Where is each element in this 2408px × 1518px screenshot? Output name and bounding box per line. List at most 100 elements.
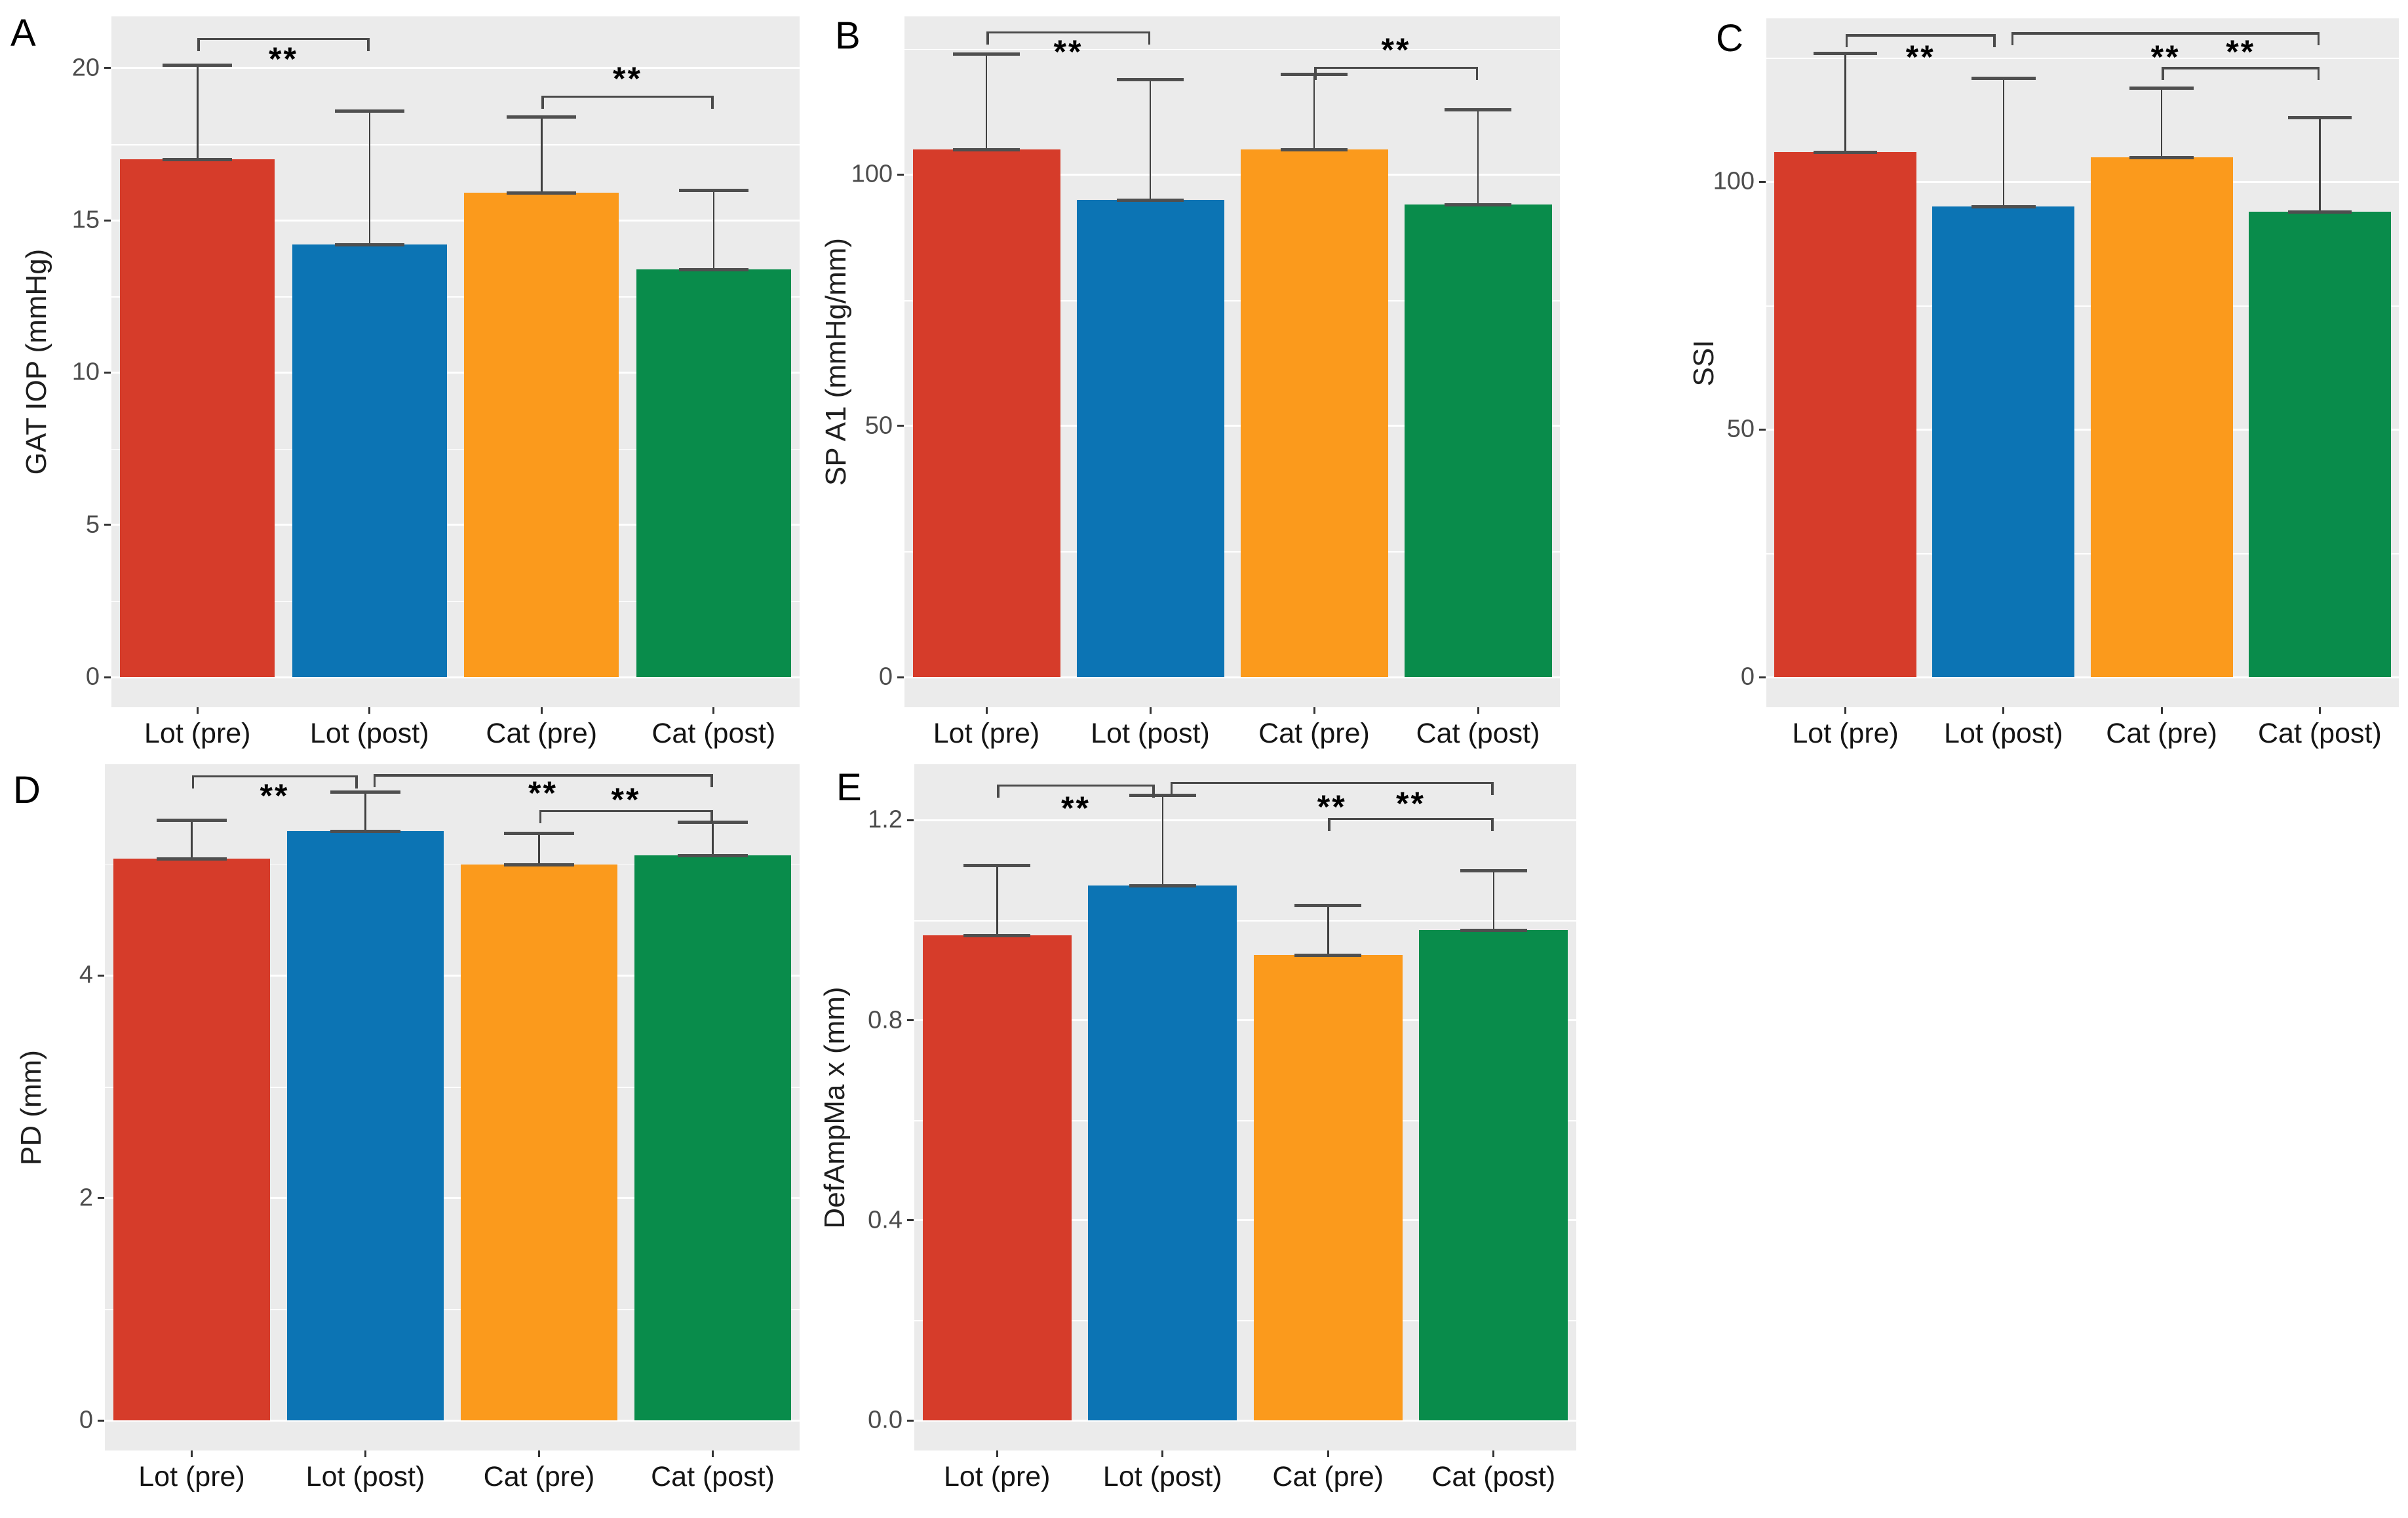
x-tick-mark <box>540 707 543 714</box>
gridline-major <box>1766 428 2399 431</box>
category-label-lot-post: Lot (post) <box>305 1461 425 1492</box>
bar-cat-post <box>1419 930 1568 1420</box>
significance-bracket-end <box>367 37 370 51</box>
bar-lot-post <box>292 244 447 677</box>
y-tick-mark <box>104 371 111 374</box>
bar-lot-pre <box>120 159 275 677</box>
gridline-minor <box>111 144 800 146</box>
gridline-major <box>111 219 800 222</box>
gridline-minor <box>1766 553 2399 555</box>
significance-bracket-end <box>373 774 376 788</box>
category-label-lot-pre: Lot (pre) <box>933 718 1040 749</box>
error-bar-lot-post <box>368 111 370 245</box>
significance-label: ** <box>2150 38 2181 75</box>
significance-bracket-end <box>1491 817 1494 831</box>
significance-bracket-end <box>710 809 713 823</box>
category-label-cat-pre: Cat (pre) <box>1272 1461 1384 1492</box>
gridline-minor <box>105 864 800 866</box>
error-bar-cap-bottom-cat-post <box>1460 929 1527 933</box>
error-bar-cap-bottom-lot-post <box>1129 884 1196 887</box>
error-bar-cat-pre <box>541 117 543 193</box>
error-bar-cap-bottom-cat-pre <box>503 863 575 866</box>
y-tick-mark <box>98 1419 104 1422</box>
y-tick-label: 0.4 <box>868 1206 903 1234</box>
error-bar-lot-pre <box>197 65 199 160</box>
significance-bracket-end <box>197 37 200 51</box>
error-bar-cap-top-lot-post <box>334 109 404 113</box>
y-tick-label: 0.8 <box>868 1006 903 1034</box>
bar-lot-pre <box>113 859 270 1420</box>
significance-bracket-end <box>1993 34 1996 48</box>
plot-area: ** ** <box>111 16 800 707</box>
error-bar-cap-bottom-lot-post <box>330 829 401 833</box>
y-axis-title: SP A1 (mmHg/mm) <box>820 237 852 486</box>
category-label-cat-pre: Cat (pre) <box>483 1461 595 1492</box>
y-tick-label: 2 <box>79 1184 93 1212</box>
significance-label: ** <box>1317 788 1347 825</box>
category-label-lot-post: Lot (post) <box>1944 718 2063 749</box>
bar-cat-post <box>1404 204 1552 677</box>
bar-cat-post <box>634 855 791 1420</box>
gridline-minor <box>105 1087 800 1088</box>
error-bar-cap-top-cat-post <box>1445 107 1511 111</box>
gridline-major <box>914 1419 1576 1422</box>
error-bar-cap-bottom-cat-pre <box>507 191 577 195</box>
gridline-major <box>904 425 1560 427</box>
error-bar-cap-top-lot-pre <box>953 52 1020 56</box>
category-label-cat-post: Cat (post) <box>651 1461 775 1492</box>
error-bar-lot-pre <box>191 819 193 859</box>
y-tick-label: 100 <box>1713 167 1755 195</box>
significance-label: ** <box>269 41 298 78</box>
error-bar-cap-bottom-cat-pre <box>1294 954 1362 958</box>
error-bar-cap-top-lot-pre <box>156 818 227 822</box>
significance-label: ** <box>1053 33 1083 70</box>
error-bar-lot-post <box>2002 77 2005 207</box>
significance-bracket-end <box>1328 817 1330 831</box>
panel-letter-e: E <box>836 766 862 809</box>
category-label-lot-pre: Lot (pre) <box>943 1461 1051 1492</box>
error-bar-cap-bottom-lot-post <box>1971 205 2036 209</box>
error-bar-cap-top-lot-post <box>1971 76 2036 80</box>
significance-label: ** <box>1905 38 1935 75</box>
y-tick-mark <box>897 676 904 678</box>
significance-bracket-end <box>1148 31 1150 45</box>
y-tick-mark <box>104 67 111 69</box>
y-tick-label: 4 <box>79 961 93 989</box>
y-tick-label: 50 <box>864 412 893 440</box>
y-tick-label: 0 <box>878 663 893 691</box>
significance-label: ** <box>260 777 290 814</box>
error-bar-lot-post <box>364 792 366 831</box>
x-tick-mark <box>2318 707 2321 714</box>
gridline-minor <box>1766 305 2399 307</box>
y-tick-mark <box>104 524 111 526</box>
significance-bracket <box>541 95 714 98</box>
y-tick-mark <box>897 173 904 176</box>
x-tick-mark <box>364 1450 366 1457</box>
y-tick-label: 5 <box>85 511 100 539</box>
y-tick-label: 100 <box>851 160 893 188</box>
significance-bracket <box>1314 66 1478 69</box>
error-bar-cat-post <box>1477 109 1479 205</box>
significance-bracket-end <box>1314 66 1317 80</box>
significance-bracket-end <box>711 95 714 109</box>
bar-lot-pre <box>912 149 1060 677</box>
error-bar-cap-top-cat-post <box>678 188 748 192</box>
y-tick-mark <box>104 676 111 678</box>
y-tick-label: 20 <box>71 54 100 82</box>
significance-bracket-end <box>710 774 713 788</box>
category-label-lot-post: Lot (post) <box>1102 1461 1222 1492</box>
category-label-lot-post: Lot (post) <box>1091 718 1210 749</box>
category-label-lot-pre: Lot (pre) <box>1792 718 1899 749</box>
category-label-cat-pre: Cat (pre) <box>1258 718 1370 749</box>
significance-bracket <box>2162 67 2320 69</box>
gridline-major <box>111 371 800 374</box>
significance-bracket-end <box>539 809 541 823</box>
gridline-major <box>1766 676 2399 678</box>
gridline-major <box>111 524 800 526</box>
significance-bracket <box>1328 817 1494 821</box>
bar-lot-pre <box>1774 152 1917 677</box>
panel-a: A GAT IOP (mmHg) ** ** 0 5 10 15 20 Lot (pre) L… <box>0 0 806 749</box>
gridline-major <box>1766 180 2399 183</box>
bar-lot-pre <box>922 935 1072 1420</box>
bar-lot-post <box>1088 885 1237 1420</box>
